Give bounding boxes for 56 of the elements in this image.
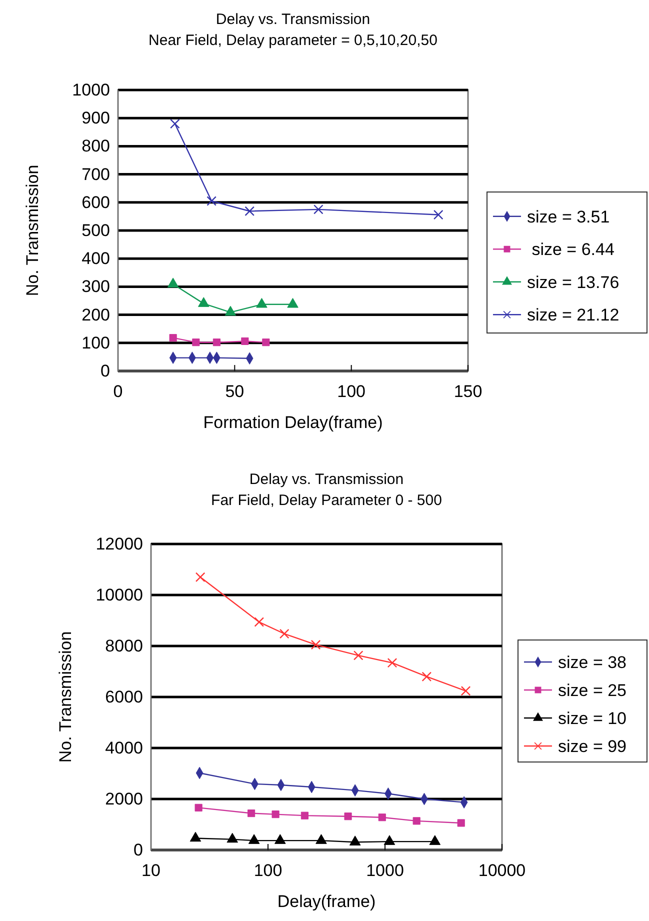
y-tick-label: 8000	[105, 636, 143, 656]
y-tick-label: 0	[134, 840, 143, 860]
y-axis-title: No. Transmission	[56, 631, 75, 763]
x-tick-label: 50	[225, 382, 244, 402]
y-tick-label: 6000	[105, 687, 143, 706]
y-axis-title: No. Transmission	[23, 164, 42, 296]
chart-title: Delay vs. Transmission	[249, 471, 404, 488]
legend-label: size = 13.76	[527, 272, 620, 292]
chart-subtitle: Far Field, Delay Parameter 0 - 500	[211, 492, 442, 509]
legend-label: size = 99	[558, 737, 627, 756]
chart-title: Delay vs. Transmission	[216, 11, 370, 28]
y-tick-label: 200	[82, 305, 110, 324]
y-tick-label: 500	[82, 220, 110, 240]
chart-subtitle: Near Field, Delay parameter = 0,5,10,20,50	[148, 32, 438, 49]
point	[287, 298, 298, 308]
legend-label: size = 21.12	[527, 306, 620, 325]
point	[206, 196, 216, 206]
point	[192, 338, 200, 346]
point	[433, 210, 444, 220]
point	[170, 118, 180, 129]
y-tick-label: 2000	[105, 789, 143, 808]
legend-label: size = 3.51	[527, 207, 610, 226]
y-tick-label: 600	[82, 192, 110, 212]
x-axis-title: Delay(frame)	[277, 892, 376, 911]
y-tick-label: 900	[82, 108, 110, 128]
legend-label: size = 38	[558, 653, 627, 672]
legend-label: size = 6.44	[527, 240, 614, 260]
y-tick-label: 0	[100, 361, 110, 380]
point	[198, 297, 210, 307]
point	[212, 338, 220, 346]
x-tick-label: 10	[142, 861, 160, 880]
y-tick-label: 700	[82, 164, 110, 184]
y-tick-label: 400	[82, 249, 110, 268]
y-tick-label: 100	[82, 333, 110, 352]
point	[314, 204, 324, 214]
x-axis-title: Formation Delay(frame)	[203, 413, 383, 432]
point	[256, 298, 268, 308]
y-tick-label: 10000	[96, 585, 143, 604]
y-tick-label: 800	[82, 136, 110, 156]
point	[224, 306, 236, 316]
x-tick-label: 10000	[478, 861, 526, 880]
y-tick-label: 4000	[105, 738, 143, 758]
point	[244, 206, 254, 216]
point	[169, 334, 177, 342]
y-tick-label: 12000	[96, 534, 143, 554]
point	[262, 338, 270, 346]
legend-label: size = 10	[558, 709, 627, 728]
y-tick-label: 1000	[72, 80, 110, 100]
y-tick-label: 300	[82, 277, 110, 296]
point	[241, 337, 249, 345]
x-tick-label: 150	[454, 382, 482, 402]
x-tick-label: 1000	[366, 861, 404, 880]
x-tick-label: 100	[254, 861, 282, 880]
legend-label: size = 25	[558, 681, 627, 700]
point	[167, 278, 179, 288]
x-tick-label: 100	[337, 382, 366, 402]
